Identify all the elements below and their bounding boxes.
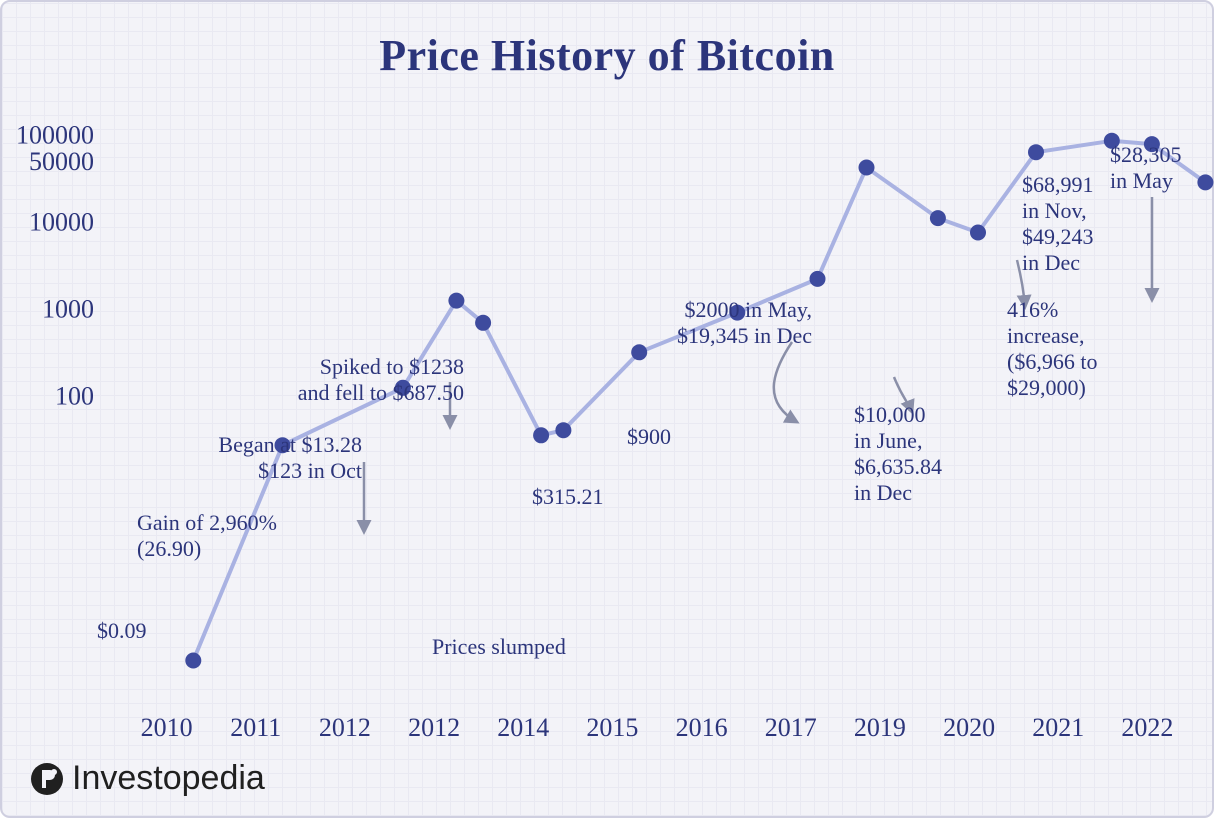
svg-text:2010: 2010 [141, 713, 193, 742]
svg-text:Began at $13.28$123 in Oct: Began at $13.28$123 in Oct [218, 432, 362, 483]
svg-text:2012: 2012 [319, 713, 371, 742]
svg-text:$900: $900 [627, 424, 671, 449]
svg-text:50000: 50000 [29, 147, 94, 176]
svg-text:$315.21: $315.21 [532, 484, 604, 509]
svg-text:1000: 1000 [42, 295, 94, 324]
svg-text:2016: 2016 [676, 713, 728, 742]
svg-text:$2000 in May,$19,345 in Dec: $2000 in May,$19,345 in Dec [677, 297, 812, 348]
svg-text:Prices slumped: Prices slumped [432, 634, 566, 659]
svg-text:2021: 2021 [1032, 713, 1084, 742]
price-history-chart: 100 1000 10000 50000100000 2010 2011 2012 2012 2… [2, 2, 1214, 818]
svg-text:$0.09: $0.09 [97, 618, 147, 643]
svg-text:2019: 2019 [854, 713, 906, 742]
svg-text:$10,000in June,$6,635.84in Dec: $10,000in June,$6,635.84in Dec [854, 402, 942, 505]
attribution-text: Investopedia [72, 759, 265, 798]
svg-text:$68,991in Nov,$49,243in Dec: $68,991in Nov,$49,243in Dec [1022, 172, 1094, 275]
svg-text:$28,305in May: $28,305in May [1110, 142, 1182, 193]
svg-text:2020: 2020 [943, 713, 995, 742]
svg-text:Gain of 2,960%(26.90): Gain of 2,960%(26.90) [137, 510, 277, 561]
investopedia-logo-icon [30, 762, 64, 796]
svg-text:2011: 2011 [230, 713, 281, 742]
svg-text:Spiked to $1238and fell to $68: Spiked to $1238and fell to $687.50 [298, 354, 464, 405]
svg-text:2022: 2022 [1121, 713, 1173, 742]
svg-text:416%increase,($6,966 to$29,000: 416%increase,($6,966 to$29,000) [1007, 297, 1097, 400]
svg-text:2012: 2012 [408, 713, 460, 742]
attribution: Investopedia [30, 759, 265, 798]
svg-text:10000: 10000 [29, 208, 94, 237]
svg-text:2015: 2015 [586, 713, 638, 742]
svg-text:100: 100 [55, 382, 94, 411]
svg-text:100000: 100000 [16, 121, 94, 150]
chart-card: Price History of Bitcoin 100100010000500… [0, 0, 1214, 818]
svg-text:2014: 2014 [497, 713, 549, 742]
svg-text:2017: 2017 [765, 713, 817, 742]
